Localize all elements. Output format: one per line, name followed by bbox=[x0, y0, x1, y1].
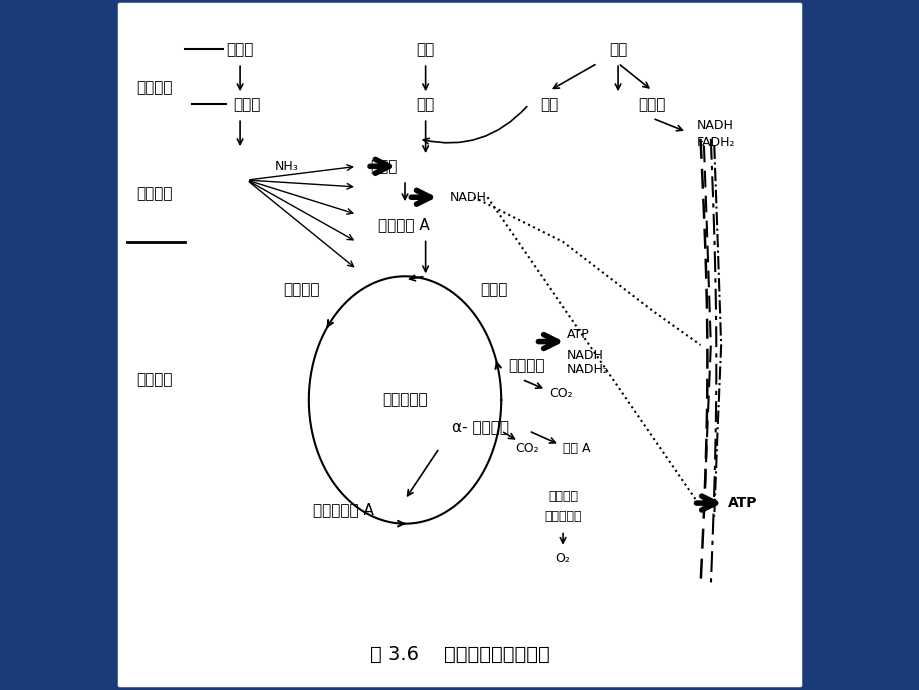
Text: NADH: NADH bbox=[449, 190, 486, 204]
Text: 丙酮酸: 丙酮酸 bbox=[370, 159, 398, 174]
Text: ATP: ATP bbox=[566, 328, 589, 341]
Text: CO₂: CO₂ bbox=[549, 386, 573, 400]
Text: 多糖: 多糖 bbox=[416, 42, 435, 57]
Text: 单糖: 单糖 bbox=[416, 97, 435, 112]
Text: NADH: NADH bbox=[566, 349, 603, 362]
Text: NADH₂: NADH₂ bbox=[566, 362, 607, 375]
Text: 草酰乙酸: 草酰乙酸 bbox=[283, 282, 320, 297]
Text: NADH: NADH bbox=[697, 119, 733, 132]
Text: 细胞色素: 细胞色素 bbox=[548, 490, 577, 503]
Text: FADH₂: FADH₂ bbox=[697, 136, 735, 149]
Text: NH₃: NH₃ bbox=[274, 160, 298, 172]
Text: 氨基酸: 氨基酸 bbox=[233, 97, 260, 112]
Text: 第三阶段: 第三阶段 bbox=[136, 372, 172, 387]
Text: 异柠檬酸: 异柠檬酸 bbox=[507, 358, 544, 373]
Text: 电子传递链: 电子传递链 bbox=[544, 511, 581, 523]
Text: O₂: O₂ bbox=[555, 551, 570, 564]
Text: 甘油: 甘油 bbox=[539, 97, 558, 112]
Text: 辅酶 A: 辅酶 A bbox=[562, 442, 590, 455]
Text: α- 酮戊二酸: α- 酮戊二酸 bbox=[451, 420, 508, 435]
Text: 乙酰辅酶 A: 乙酰辅酶 A bbox=[377, 217, 429, 233]
FancyBboxPatch shape bbox=[119, 3, 800, 687]
Text: 脂类: 脂类 bbox=[608, 42, 627, 57]
Text: 3: 3 bbox=[778, 660, 789, 678]
Text: CO₂: CO₂ bbox=[515, 442, 538, 455]
Text: 琥珀酸辅酶 A: 琥珀酸辅酶 A bbox=[312, 502, 373, 518]
Text: ATP: ATP bbox=[727, 496, 756, 510]
Text: 三羧酸循环: 三羧酸循环 bbox=[381, 393, 427, 408]
Text: 第一阶段: 第一阶段 bbox=[136, 80, 172, 95]
Text: 第二阶段: 第二阶段 bbox=[136, 186, 172, 201]
Text: 蛋白质: 蛋白质 bbox=[226, 42, 254, 57]
Text: 柠檬酸: 柠檬酸 bbox=[480, 282, 507, 297]
Text: 图 3.6    分解代谢的三个阶段: 图 3.6 分解代谢的三个阶段 bbox=[369, 644, 550, 664]
Text: 脂肪酸: 脂肪酸 bbox=[638, 97, 665, 112]
